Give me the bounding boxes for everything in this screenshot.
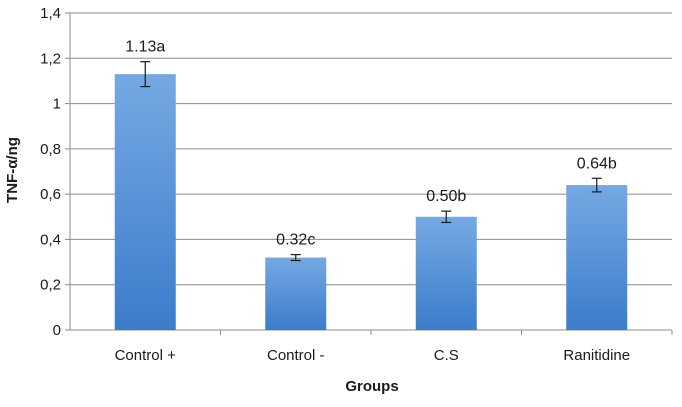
bar bbox=[415, 216, 477, 330]
bar bbox=[566, 185, 628, 330]
error-bar bbox=[591, 177, 602, 193]
tick-labels: 0 0,2 0,4 0,6 0,8 1 1,2 1,4 Control + Control - C.… bbox=[40, 5, 630, 364]
y-tick-label: 1,2 bbox=[40, 50, 61, 67]
y-tick-label: 0 bbox=[53, 322, 61, 339]
x-category-label: Ranitidine bbox=[563, 347, 630, 364]
x-category-label: C.S bbox=[434, 347, 459, 364]
bar bbox=[265, 257, 327, 330]
error-bars bbox=[140, 61, 602, 262]
bar bbox=[114, 74, 176, 330]
data-label: 0.32c bbox=[276, 232, 315, 249]
y-tick-label: 0,8 bbox=[40, 141, 61, 158]
data-label: 0.50b bbox=[426, 188, 466, 205]
error-bar bbox=[290, 253, 301, 262]
data-label: 1.13a bbox=[125, 39, 165, 56]
bars bbox=[114, 74, 628, 330]
x-category-label: Control + bbox=[115, 347, 177, 364]
error-bar bbox=[140, 61, 151, 88]
y-axis-title: TNF-α/ng bbox=[4, 137, 21, 203]
error-bar bbox=[441, 210, 452, 224]
y-tick-label: 0,4 bbox=[40, 231, 61, 248]
x-category-label: Control - bbox=[267, 347, 325, 364]
data-labels: 1.13a 0.32c 0.50b 0.64b bbox=[125, 39, 617, 249]
x-axis-title: Groups bbox=[345, 378, 398, 395]
data-label: 0.64b bbox=[577, 155, 617, 172]
y-tick-label: 1,4 bbox=[40, 5, 61, 22]
y-tick-label: 0,6 bbox=[40, 186, 61, 203]
y-tick-label: 0,2 bbox=[40, 277, 61, 294]
y-tick-label: 1 bbox=[53, 96, 61, 113]
